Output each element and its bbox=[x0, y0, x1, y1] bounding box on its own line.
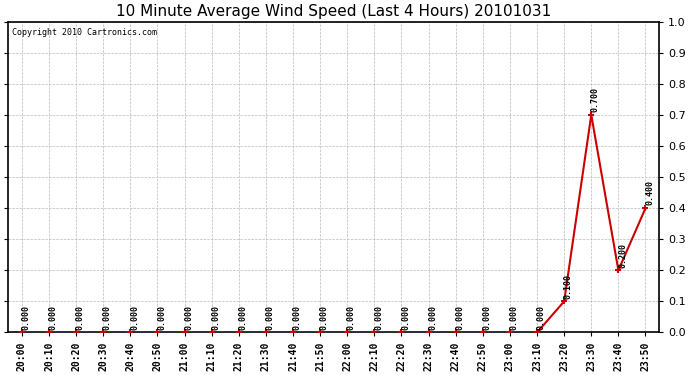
Text: 0.700: 0.700 bbox=[591, 87, 600, 112]
Text: 0.000: 0.000 bbox=[130, 304, 139, 330]
Text: 0.000: 0.000 bbox=[482, 304, 491, 330]
Text: Copyright 2010 Cartronics.com: Copyright 2010 Cartronics.com bbox=[12, 28, 157, 37]
Text: 0.000: 0.000 bbox=[347, 304, 356, 330]
Text: 0.000: 0.000 bbox=[428, 304, 437, 330]
Text: 0.000: 0.000 bbox=[537, 304, 546, 330]
Text: 0.000: 0.000 bbox=[319, 304, 329, 330]
Text: 0.000: 0.000 bbox=[266, 304, 275, 330]
Text: 0.000: 0.000 bbox=[401, 304, 410, 330]
Text: 0.000: 0.000 bbox=[211, 304, 220, 330]
Text: 0.000: 0.000 bbox=[455, 304, 464, 330]
Text: 0.000: 0.000 bbox=[76, 304, 85, 330]
Text: 0.000: 0.000 bbox=[293, 304, 302, 330]
Text: 0.000: 0.000 bbox=[510, 304, 519, 330]
Text: 0.000: 0.000 bbox=[103, 304, 112, 330]
Text: 0.000: 0.000 bbox=[49, 304, 58, 330]
Text: 0.000: 0.000 bbox=[157, 304, 166, 330]
Text: 0.000: 0.000 bbox=[184, 304, 193, 330]
Text: 0.000: 0.000 bbox=[239, 304, 248, 330]
Text: 0.000: 0.000 bbox=[374, 304, 383, 330]
Text: 0.100: 0.100 bbox=[564, 274, 573, 298]
Text: 0.000: 0.000 bbox=[21, 304, 30, 330]
Title: 10 Minute Average Wind Speed (Last 4 Hours) 20101031: 10 Minute Average Wind Speed (Last 4 Hou… bbox=[116, 4, 551, 19]
Text: 0.200: 0.200 bbox=[618, 243, 627, 267]
Text: 0.400: 0.400 bbox=[645, 180, 654, 206]
